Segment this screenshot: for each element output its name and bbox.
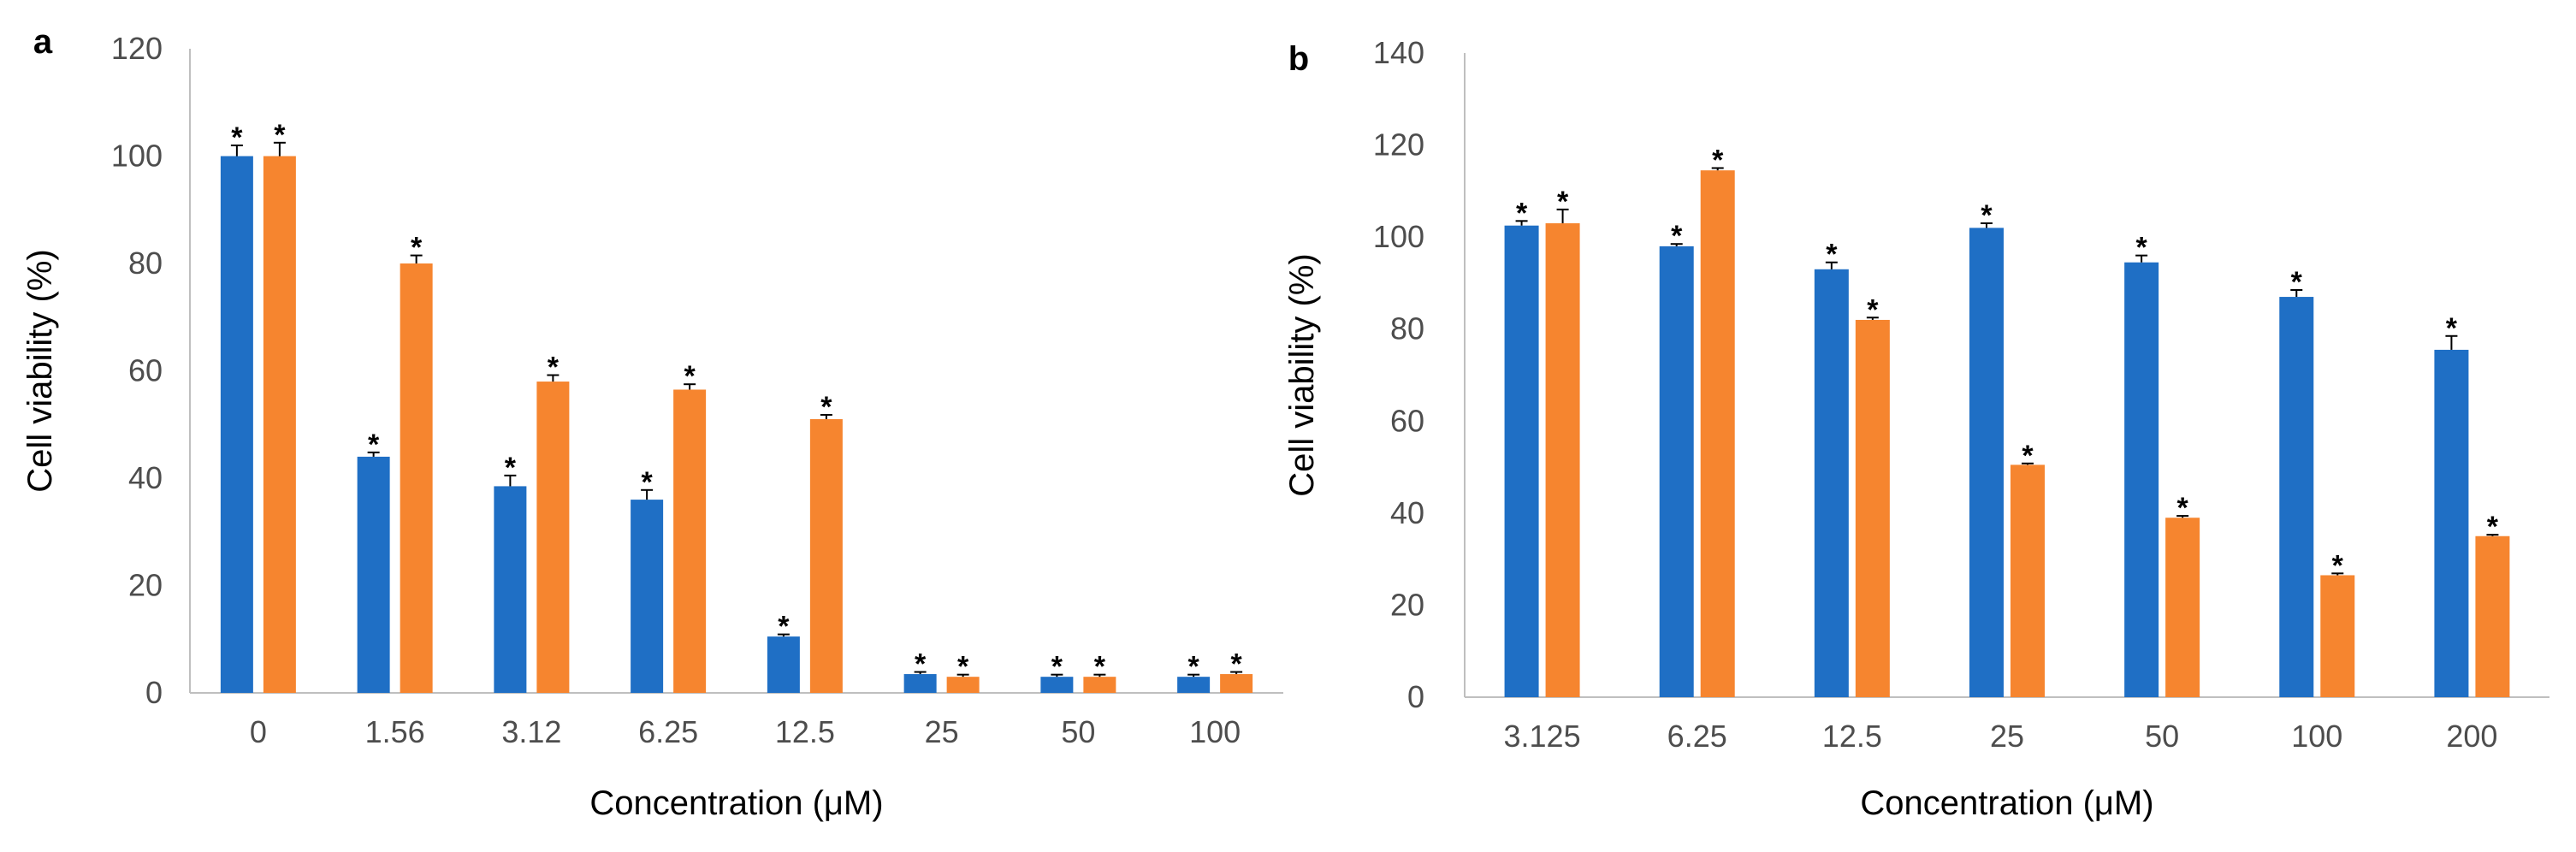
y-tick-label: 80 <box>128 246 163 281</box>
y-tick-label: 80 <box>1390 311 1424 346</box>
y-tick-label: 20 <box>128 568 163 603</box>
x-tick-label: 0 <box>250 714 267 749</box>
y-tick-label: 140 <box>1373 35 1424 70</box>
panel-b-chart: 0 20 40 60 80 100 120 140 * * 3.125 * * 6.25 * * 12.5 * * 2… <box>1283 35 2549 822</box>
x-axis-title: Concentration (μM) <box>1860 784 2153 822</box>
significance-marker: * <box>2136 232 2148 264</box>
bar-series-1 <box>494 486 527 693</box>
bar-series-1 <box>767 636 800 693</box>
y-tick-label: 100 <box>111 139 163 174</box>
bar-series-1 <box>1177 677 1211 693</box>
bar-series-1 <box>1969 228 2004 697</box>
significance-marker: * <box>2487 511 2499 543</box>
y-tick-label: 60 <box>1390 403 1424 438</box>
significance-marker: * <box>2022 440 2034 472</box>
significance-marker: * <box>915 648 927 681</box>
bar-series-2 <box>673 389 707 693</box>
x-tick-label: 1.56 <box>365 714 425 749</box>
y-tick-label: 40 <box>1390 495 1424 530</box>
y-tick-label: 0 <box>1407 679 1424 714</box>
x-tick-label: 25 <box>1990 719 2024 754</box>
panel-label: a <box>33 23 53 61</box>
bar-series-2 <box>400 263 433 693</box>
bar-series-2 <box>2010 464 2045 697</box>
y-tick-label: 100 <box>1373 219 1424 254</box>
significance-marker: * <box>1867 293 1879 326</box>
bar-series-1 <box>631 500 664 693</box>
bar-series-2 <box>809 418 843 693</box>
significance-marker: * <box>2177 492 2189 524</box>
bar-series-1 <box>1814 269 1849 697</box>
x-tick-label: 100 <box>1189 714 1241 749</box>
bar-series-1 <box>2279 297 2314 697</box>
significance-marker: * <box>505 452 517 484</box>
bar-series-2 <box>263 156 296 693</box>
y-tick-label: 120 <box>111 31 163 66</box>
bar-series-2 <box>2165 518 2200 697</box>
panel-a-chart: 0 20 40 60 80 100 120 * * 0 * * 1.56 * * 3.12 * * 6.25 * * 12… <box>21 23 1283 822</box>
x-tick-label: 50 <box>1061 714 1095 749</box>
bar-series-1 <box>903 674 937 693</box>
x-tick-label: 12.5 <box>1822 719 1882 754</box>
significance-marker: * <box>2332 549 2344 582</box>
significance-marker: * <box>2446 312 2458 345</box>
significance-marker: * <box>2291 266 2303 299</box>
bar-series-1 <box>1659 246 1694 697</box>
significance-marker: * <box>1188 651 1200 683</box>
y-axis-title: Cell viability (%) <box>1283 253 1321 497</box>
significance-marker: * <box>957 651 969 683</box>
bar-series-1 <box>2434 349 2469 697</box>
bar-series-1 <box>1040 677 1074 693</box>
significance-marker: * <box>1671 220 1683 252</box>
x-tick-label: 200 <box>2446 719 2497 754</box>
significance-marker: * <box>274 119 286 151</box>
significance-marker: * <box>820 391 832 423</box>
significance-marker: * <box>231 121 243 154</box>
y-tick-label: 40 <box>128 460 163 495</box>
x-tick-label: 50 <box>2145 719 2179 754</box>
bar-series-2 <box>1700 170 1735 697</box>
significance-marker: * <box>1981 199 1993 232</box>
significance-marker: * <box>642 466 654 499</box>
x-tick-label: 6.25 <box>1667 719 1727 754</box>
bar-series-2 <box>1083 677 1116 693</box>
y-tick-label: 120 <box>1373 127 1424 163</box>
significance-marker: * <box>1712 144 1724 176</box>
bar-series-2 <box>2475 535 2510 697</box>
bar-series-1 <box>2124 262 2159 697</box>
bar-series-2 <box>1855 319 1890 697</box>
bar-series-2 <box>1220 674 1253 693</box>
significance-marker: * <box>684 360 696 393</box>
significance-marker: * <box>1051 651 1063 683</box>
significance-marker: * <box>368 429 380 461</box>
significance-marker: * <box>1231 648 1243 681</box>
x-axis-title: Concentration (μM) <box>589 784 883 822</box>
bar-series-1 <box>357 456 390 693</box>
panel-label: b <box>1288 40 1309 78</box>
y-tick-label: 0 <box>145 675 163 710</box>
significance-marker: * <box>411 232 423 264</box>
y-tick-label: 20 <box>1390 587 1424 622</box>
bar-series-2 <box>536 382 570 693</box>
x-tick-label: 3.12 <box>501 714 561 749</box>
significance-marker: * <box>1826 239 1838 271</box>
bar-series-1 <box>1504 225 1539 698</box>
bar-series-2 <box>1545 223 1580 697</box>
bar-series-2 <box>946 677 980 693</box>
significance-marker: * <box>778 611 790 643</box>
x-tick-label: 6.25 <box>638 714 698 749</box>
bar-series-2 <box>2320 575 2355 697</box>
x-tick-label: 12.5 <box>775 714 835 749</box>
significance-marker: * <box>1516 197 1528 229</box>
significance-marker: * <box>1094 651 1106 683</box>
x-tick-label: 100 <box>2291 719 2342 754</box>
x-tick-label: 3.125 <box>1504 719 1581 754</box>
significance-marker: * <box>548 352 560 384</box>
bar-series-1 <box>220 156 253 693</box>
x-tick-label: 25 <box>925 714 959 749</box>
significance-marker: * <box>1557 186 1569 218</box>
y-tick-label: 60 <box>128 353 163 388</box>
y-axis-title: Cell viability (%) <box>21 249 59 493</box>
